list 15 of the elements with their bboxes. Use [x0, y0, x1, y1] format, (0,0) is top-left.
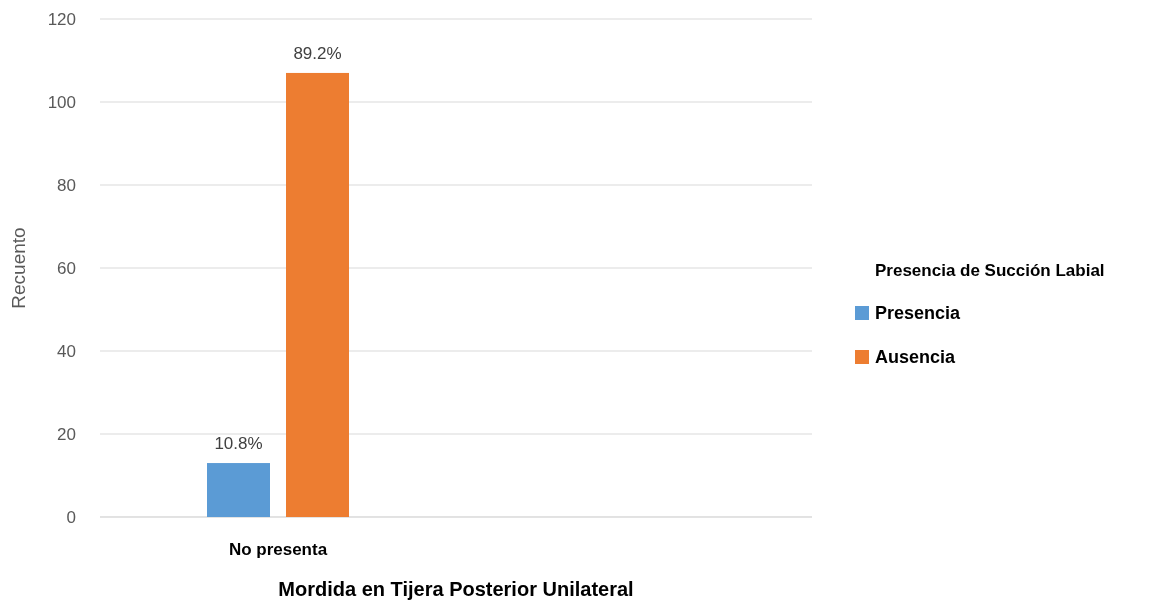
- annotation: 89.2%: [293, 43, 342, 63]
- y-axis-title: Recuento: [8, 227, 29, 309]
- legend-label: Presencia: [875, 303, 962, 323]
- y-tick-label: 60: [57, 259, 76, 278]
- y-tick-label: 40: [57, 342, 76, 361]
- annotation: 10.8%: [214, 434, 263, 454]
- legend-title: Presencia de Succión Labial: [875, 261, 1105, 280]
- y-tick-label: 0: [66, 508, 76, 527]
- x-axis-title: Mordida en Tijera Posterior Unilateral: [278, 578, 634, 600]
- legend-label: Ausencia: [875, 347, 957, 367]
- y-tick-label: 20: [57, 425, 76, 444]
- y-tick-label: 120: [47, 10, 76, 29]
- y-tick-label: 80: [57, 176, 76, 195]
- x-tick-label: No presenta: [228, 540, 328, 559]
- y-tick-label: 100: [47, 93, 76, 112]
